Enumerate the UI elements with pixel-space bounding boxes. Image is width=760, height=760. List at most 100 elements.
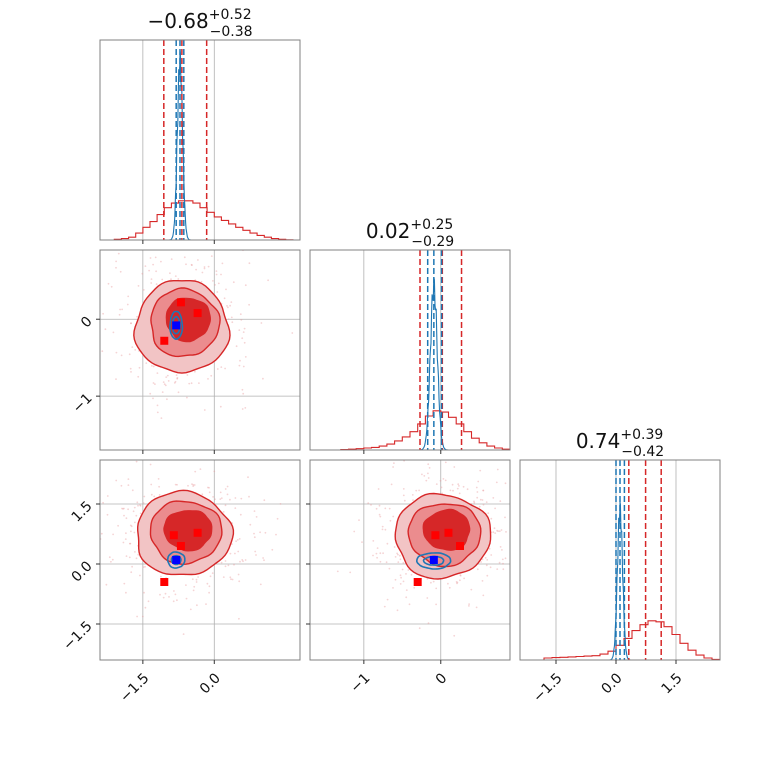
sample-point — [120, 354, 123, 357]
sample-point — [456, 487, 459, 490]
sample-point — [123, 507, 125, 510]
sample-point — [203, 266, 206, 268]
sample-point — [224, 504, 227, 507]
sample-point — [159, 593, 161, 596]
sample-point — [198, 382, 200, 384]
sample-point — [500, 529, 503, 531]
sample-point — [154, 256, 157, 259]
sample-point — [499, 546, 502, 548]
sample-point — [190, 220, 192, 222]
sample-point — [238, 329, 241, 331]
panel-frame-2-1 — [309, 459, 511, 661]
sample-point — [125, 555, 128, 557]
sample-point — [166, 374, 169, 377]
panel-frame-1-0 — [99, 249, 301, 451]
sample-point — [421, 473, 423, 476]
sample-point — [239, 513, 242, 516]
sample-point — [427, 472, 429, 475]
sample-point — [390, 483, 393, 486]
sample-point — [384, 507, 387, 510]
sample-point — [139, 504, 142, 507]
sample-point — [444, 479, 447, 482]
sample-point — [394, 556, 397, 558]
sample-point — [229, 552, 232, 555]
sample-point — [164, 384, 167, 387]
red-histogram-0 — [100, 200, 300, 240]
sample-point — [517, 555, 519, 557]
sample-point — [405, 573, 407, 575]
sample-point — [367, 502, 370, 504]
sample-point — [515, 512, 517, 514]
panel-frame-2-0 — [99, 459, 301, 661]
sample-point — [240, 319, 243, 321]
sample-point — [468, 603, 470, 605]
sample-point — [495, 481, 498, 484]
sample-point — [102, 312, 104, 315]
sample-point — [207, 265, 210, 268]
sample-point — [192, 589, 195, 592]
sample-point — [143, 591, 145, 594]
sample-point — [193, 585, 196, 588]
sample-point — [402, 488, 405, 490]
sample-point — [156, 372, 159, 374]
sample-point — [485, 501, 488, 503]
sample-point — [125, 532, 127, 535]
sample-point — [106, 513, 109, 516]
sample-point — [275, 533, 277, 536]
sample-point — [201, 493, 204, 496]
sample-point — [162, 241, 164, 243]
sample-point — [195, 578, 198, 581]
hist-panel-0 — [100, 40, 300, 240]
red-marker — [431, 531, 440, 540]
sample-point — [253, 510, 256, 512]
sample-point — [410, 573, 413, 576]
sample-point — [497, 530, 500, 532]
sample-point — [131, 565, 134, 568]
sample-point — [234, 497, 237, 499]
sample-point — [130, 571, 133, 574]
sample-point — [150, 282, 153, 284]
sample-point — [227, 318, 230, 320]
sample-point — [498, 530, 501, 533]
sample-point — [174, 593, 177, 596]
sample-point — [163, 383, 166, 386]
sample-point — [158, 485, 161, 488]
sample-point — [227, 564, 230, 567]
sample-point — [191, 483, 193, 485]
sample-point — [127, 484, 130, 486]
sample-point — [276, 517, 279, 520]
sample-point — [173, 466, 175, 468]
sample-point — [253, 536, 256, 539]
sample-point — [488, 547, 491, 550]
sample-point — [453, 466, 456, 468]
sample-point — [241, 388, 244, 391]
sample-point — [408, 603, 411, 606]
sample-point — [115, 378, 117, 380]
sample-point — [220, 561, 223, 564]
sample-point — [478, 505, 481, 508]
sample-point — [149, 463, 152, 466]
sample-point — [215, 270, 218, 272]
panel-frame-2-2 — [519, 459, 721, 661]
sample-point — [212, 280, 214, 282]
sample-point — [512, 518, 514, 520]
sample-point — [130, 525, 133, 528]
red-contour-level-3 — [163, 510, 213, 552]
sample-point — [262, 377, 264, 380]
sample-point — [498, 561, 501, 564]
sample-point — [96, 568, 98, 570]
sample-point — [170, 258, 173, 260]
sample-point — [397, 553, 399, 556]
x-tick-label--1: −1 — [348, 670, 374, 696]
sample-point — [131, 489, 134, 492]
x-tick-label-1.5: 1.5 — [659, 670, 686, 697]
sample-point — [255, 554, 257, 556]
sample-point — [215, 273, 218, 276]
sample-point — [129, 367, 132, 370]
sample-point — [336, 570, 339, 573]
sample-point — [123, 514, 125, 517]
sample-point — [484, 557, 487, 559]
sample-point — [166, 398, 168, 401]
sample-point — [173, 382, 176, 384]
sample-point — [230, 316, 233, 319]
